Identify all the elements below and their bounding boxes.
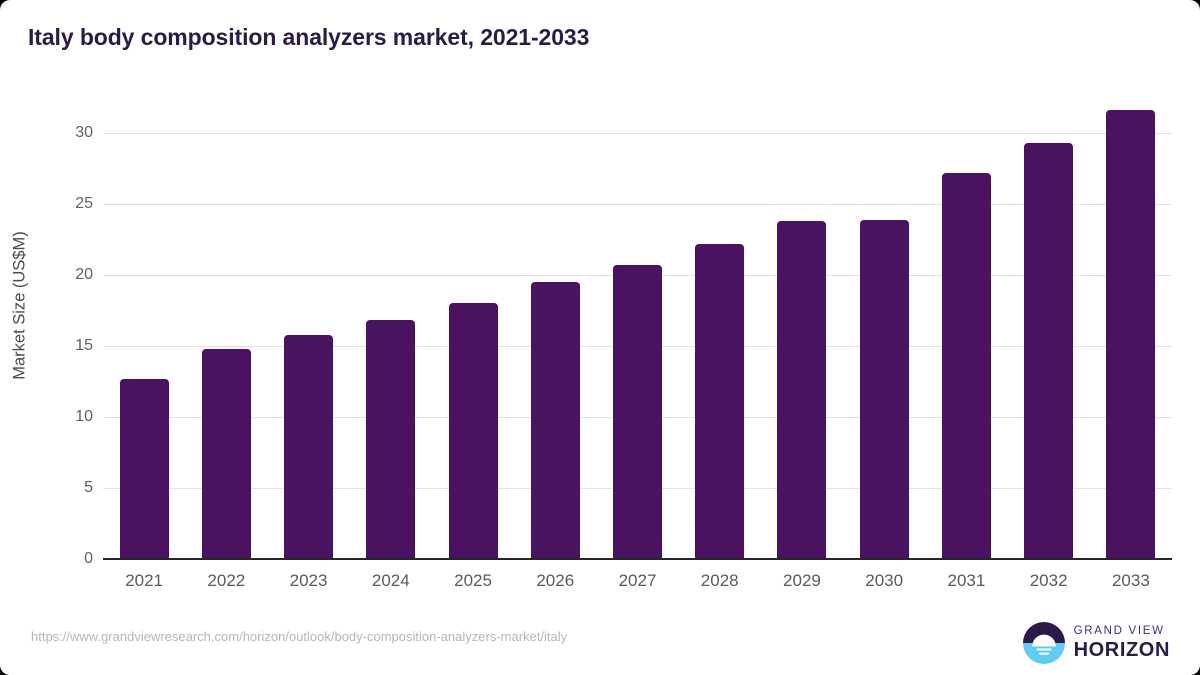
sunrise-circle-icon [1022,622,1065,664]
bar-group[interactable] [941,108,991,559]
y-axis-tick-labels: 0 5 10 15 20 25 30 [46,0,93,675]
y-axis-tick: 15 [75,337,93,354]
y-axis-tick: 30 [75,124,93,141]
bar-2023[interactable] [284,334,334,559]
x-axis-tick-2024: 2024 [371,571,410,590]
x-axis-tick-2033: 2033 [1111,571,1150,590]
x-axis-tick-2023: 2023 [289,571,328,590]
bar-group[interactable] [1024,108,1074,559]
brand-wordmark: GRAND VIEW HORIZON [1073,624,1170,662]
bar-2029[interactable] [777,221,827,559]
x-axis-tick-2022: 2022 [207,571,246,590]
bar-2027[interactable] [613,265,662,559]
x-axis-tick-2031: 2031 [947,571,986,590]
x-axis-tick-2027: 2027 [618,571,657,590]
x-axis-line [103,558,1172,560]
brand-name-top: GRAND VIEW [1073,624,1165,637]
bar-group[interactable] [613,108,662,559]
y-axis-tick: 20 [75,266,93,283]
x-axis-tick-2032: 2032 [1029,571,1068,590]
bar-2026[interactable] [530,282,580,559]
bar-2025[interactable] [448,303,498,559]
bar-2022[interactable] [201,348,251,559]
page-title: Italy body composition analyzers market,… [28,24,590,50]
bar-group[interactable] [777,108,827,559]
gridline [103,204,1172,205]
bar-2030[interactable] [859,219,909,559]
bar-group[interactable] [201,108,251,559]
bar-2032[interactable] [1024,142,1074,559]
gridline [103,133,1172,134]
x-axis-tick-2026: 2026 [536,571,575,590]
x-axis-tick-2029: 2029 [783,571,821,590]
bar-2033[interactable] [1106,110,1156,559]
bar-group[interactable] [859,108,909,559]
y-axis-tick: 25 [75,195,93,212]
brand-logo[interactable]: GRAND VIEW HORIZON [1022,620,1170,666]
x-axis-tick-2028: 2028 [700,571,739,590]
y-axis-tick: 5 [84,479,93,496]
y-axis-title: Market Size (US$M) [10,231,29,380]
source-url[interactable]: https://www.grandviewresearch.com/horizo… [31,629,568,644]
bar-group[interactable] [366,108,416,559]
bar-group[interactable] [284,108,334,559]
x-axis-tick-2030: 2030 [865,571,904,590]
bar-group[interactable] [119,108,169,559]
bar-2021[interactable] [119,378,169,559]
bar-group[interactable] [448,108,498,559]
bar-2024[interactable] [366,320,416,559]
bar-group[interactable] [1106,108,1156,559]
bar-2028[interactable] [695,243,745,559]
bar-2031[interactable] [941,172,991,559]
y-axis-tick: 0 [84,550,93,567]
brand-name-bottom: HORIZON [1073,639,1170,662]
bar-group[interactable] [530,108,580,559]
y-axis-tick: 10 [75,408,93,425]
bar-group[interactable] [695,108,745,559]
plot-area [103,108,1172,559]
x-axis-tick-2025: 2025 [454,571,492,590]
x-axis-tick-2021: 2021 [125,571,164,590]
